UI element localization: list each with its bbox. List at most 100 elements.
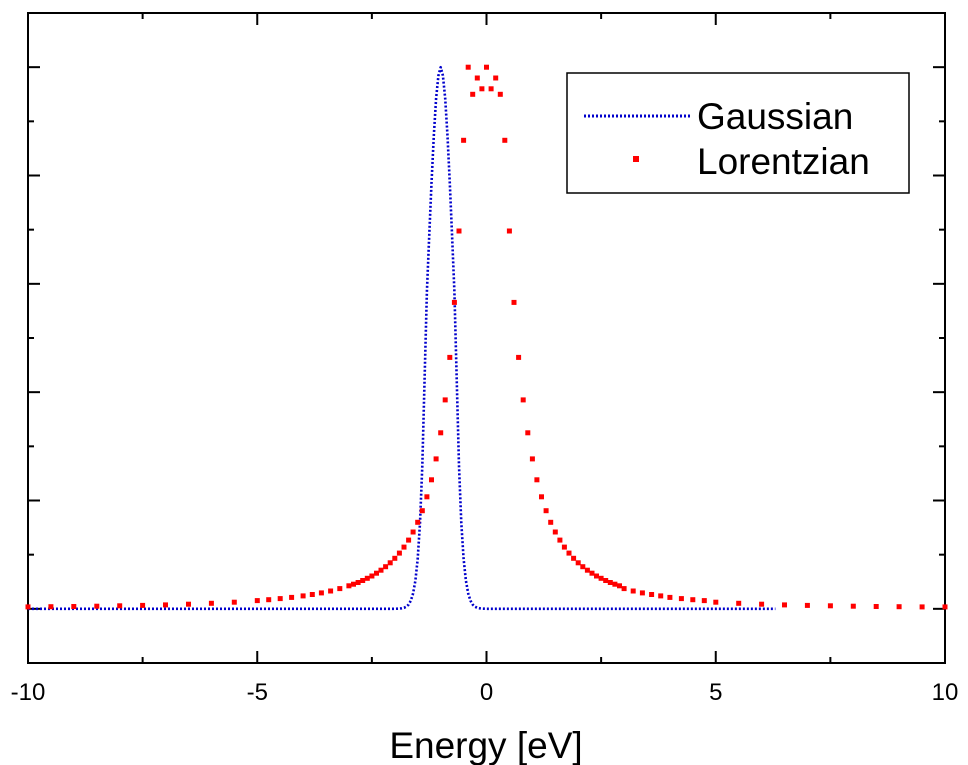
lorentzian-point bbox=[896, 604, 902, 610]
lorentzian-point bbox=[383, 564, 389, 570]
lorentzian-point bbox=[94, 603, 100, 609]
x-axis-ticks bbox=[27, 13, 946, 663]
lorentzian-point bbox=[48, 604, 54, 610]
lorentzian-point bbox=[318, 590, 324, 596]
lorentzian-point bbox=[451, 299, 457, 305]
lorentzian-point bbox=[392, 555, 398, 561]
lorentzian-point bbox=[369, 573, 375, 579]
lorentzian-point bbox=[374, 570, 379, 576]
lorentzian-point bbox=[410, 529, 416, 535]
lorentzian-point bbox=[782, 602, 787, 608]
legend-lorentzian-label: Lorentzian bbox=[697, 141, 870, 182]
lorentzian-point bbox=[804, 602, 810, 608]
lorentzian-point bbox=[850, 603, 856, 609]
lorentzian-point bbox=[497, 91, 503, 97]
gaussian-series bbox=[28, 65, 776, 611]
lorentzian-point bbox=[584, 567, 590, 573]
lorentzian-point bbox=[534, 477, 540, 483]
lorentzian-point bbox=[557, 537, 563, 543]
x-tick-label: 0 bbox=[480, 679, 493, 706]
lorentzian-point bbox=[701, 598, 707, 604]
lorentzian-point bbox=[465, 64, 471, 70]
lorentzian-point bbox=[511, 299, 517, 305]
lorentzian-point bbox=[658, 593, 664, 599]
lorentzian-point bbox=[873, 604, 879, 609]
legend-lorentzian-swatch bbox=[633, 156, 639, 162]
lorentzian-point bbox=[163, 602, 168, 608]
lorentzian-point bbox=[827, 603, 833, 609]
lorentzian-point bbox=[140, 602, 146, 608]
lorentzian-point bbox=[360, 578, 366, 583]
lorentzian-point bbox=[942, 604, 948, 610]
lorentzian-point bbox=[516, 354, 522, 360]
lorentzian-point bbox=[506, 228, 512, 234]
x-tick-label: 5 bbox=[709, 679, 722, 706]
lorentzian-point bbox=[678, 596, 684, 602]
lorentzian-point bbox=[429, 477, 434, 483]
x-axis-title: Energy [eV] bbox=[389, 725, 582, 765]
lorentzian-point bbox=[337, 586, 343, 592]
lorentzian-point bbox=[630, 588, 636, 594]
lorentzian-point bbox=[561, 544, 567, 550]
lorentzian-point bbox=[759, 601, 765, 607]
lorentzian-point bbox=[71, 604, 77, 609]
lorentzian-point bbox=[424, 494, 430, 500]
x-tick-label: -10 bbox=[11, 679, 46, 706]
lorentzian-point bbox=[289, 594, 295, 600]
lorentzian-point bbox=[208, 600, 214, 606]
lorentzian-point bbox=[231, 599, 237, 605]
lorentzian-point bbox=[474, 75, 480, 81]
lorentzian-point bbox=[667, 594, 673, 600]
legend-gaussian-label: Gaussian bbox=[697, 96, 853, 137]
lorentzian-point bbox=[548, 519, 554, 525]
lorentzian-point bbox=[525, 430, 531, 436]
lorentzian-point bbox=[493, 75, 499, 81]
lorentzian-point bbox=[117, 603, 123, 609]
lorentzian-point bbox=[25, 604, 31, 610]
lorentzian-point bbox=[502, 137, 508, 143]
lorentzian-point bbox=[447, 354, 453, 360]
lorentzian-point bbox=[488, 86, 494, 92]
legend: Gaussian Lorentzian bbox=[566, 72, 910, 194]
lorentzian-point bbox=[442, 397, 448, 403]
gaussian-line bbox=[28, 65, 776, 611]
lorentzian-point bbox=[598, 575, 604, 581]
legend-box bbox=[566, 72, 910, 194]
lorentzian-point bbox=[419, 508, 425, 514]
lorentzian-point bbox=[639, 590, 645, 596]
lorentzian-point bbox=[433, 456, 439, 462]
lorentzian-point bbox=[438, 430, 444, 436]
lorentzian-point bbox=[406, 537, 412, 543]
lorentzian-point bbox=[328, 588, 334, 594]
lorentzian-point bbox=[594, 573, 599, 579]
lorentzian-point bbox=[529, 456, 535, 462]
lorentzian-point bbox=[580, 564, 586, 570]
lorentzian-point bbox=[919, 604, 925, 610]
lorentzian-point bbox=[309, 592, 315, 597]
lorentzian-point bbox=[617, 583, 622, 589]
x-axis-tick-labels: -10 -5 0 5 10 bbox=[11, 679, 959, 706]
lorentzian-point bbox=[621, 586, 627, 592]
lorentzian-point bbox=[355, 580, 361, 585]
lorentzian-point bbox=[254, 598, 260, 604]
lorentzian-point bbox=[612, 581, 618, 587]
lorentzian-point bbox=[351, 581, 356, 587]
lorentzian-point bbox=[401, 544, 407, 550]
lorentzian-point bbox=[470, 91, 476, 97]
lorentzian-point bbox=[539, 494, 544, 500]
lorentzian-point bbox=[690, 597, 696, 603]
lorentzian-point bbox=[479, 86, 485, 92]
lorentzian-point bbox=[415, 519, 421, 525]
lorentzian-point bbox=[378, 567, 384, 573]
lorentzian-point bbox=[543, 508, 549, 514]
lorentzian-point bbox=[277, 596, 283, 602]
lorentzian-point bbox=[364, 575, 370, 581]
lorentzian-point bbox=[456, 228, 462, 234]
lorentzian-point bbox=[713, 599, 719, 605]
lorentzian-point bbox=[607, 580, 613, 585]
lorentzian-point bbox=[589, 570, 595, 576]
lorentzian-point bbox=[575, 560, 581, 566]
lorentzian-point bbox=[571, 555, 577, 561]
lorentzian-point bbox=[649, 592, 655, 597]
